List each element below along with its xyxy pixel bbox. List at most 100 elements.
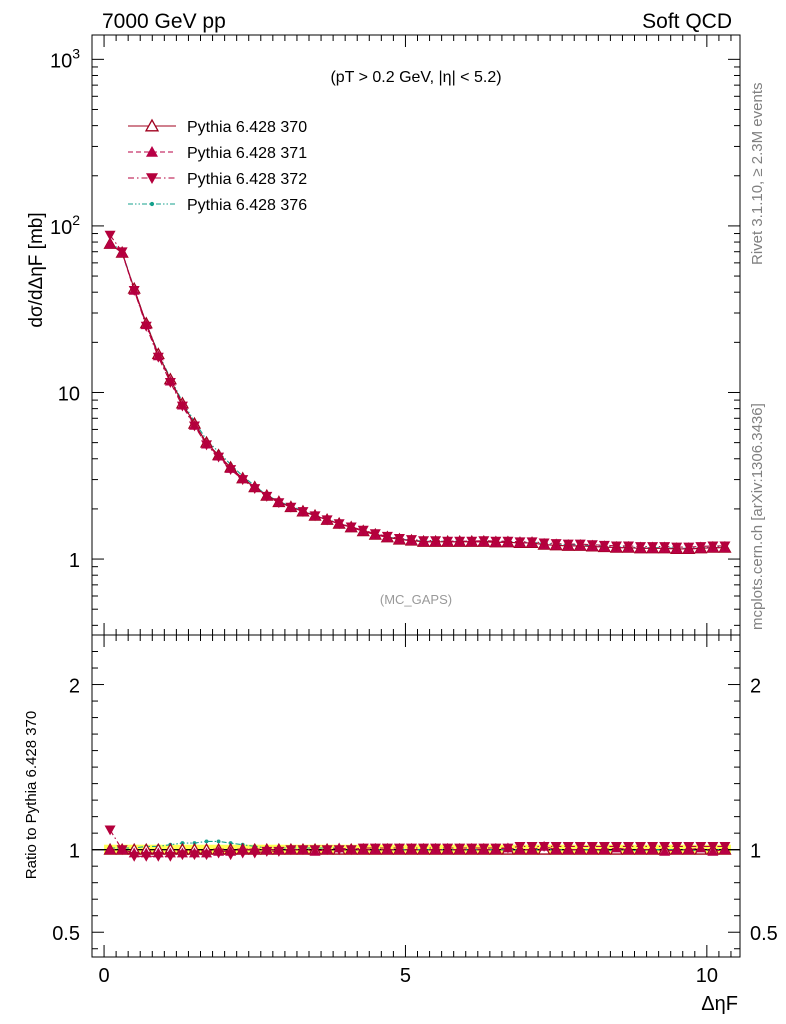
ratio-point	[562, 841, 574, 852]
ratio-y-tick-label-left: 2	[69, 676, 80, 698]
ratio-point	[369, 843, 381, 854]
data-point	[249, 484, 261, 495]
data-point	[490, 536, 502, 547]
data-point	[393, 534, 405, 544]
legend-label: Pythia 6.428 371	[187, 145, 307, 162]
ratio-point	[333, 845, 345, 856]
ratio-point	[405, 843, 417, 854]
data-point	[201, 440, 213, 451]
ratio-point	[237, 848, 249, 859]
legend-label: Pythia 6.428 370	[187, 119, 307, 136]
ratio-y-tick-label-left: 1	[69, 841, 80, 863]
ratio-point	[538, 841, 550, 852]
ratio-point	[502, 843, 514, 854]
x-tick-label: 10	[696, 965, 718, 987]
ratio-point	[225, 850, 237, 861]
ratio-point	[622, 841, 634, 852]
analysis-label: (MC_GAPS)	[380, 592, 452, 607]
data-point	[622, 541, 634, 552]
ratio-point	[176, 850, 188, 861]
data-point	[405, 535, 417, 546]
data-point	[719, 541, 731, 552]
ratio-point	[116, 845, 128, 856]
category-label: Soft QCD	[642, 10, 732, 33]
data-point	[526, 537, 538, 548]
ratio-point	[586, 841, 598, 852]
ratio-point	[309, 845, 321, 856]
data-point	[261, 491, 273, 502]
ratio-y-tick-label-right: 0.5	[750, 923, 778, 945]
main-panel: 1 10 102 103 dσ/dΔηF [mb] (pT > 0.2 GeV, |η…	[26, 34, 741, 636]
data-point	[188, 421, 200, 432]
y-tick-label: 103	[50, 45, 80, 72]
main-axis-ticks: 1 10 102 103	[50, 35, 740, 635]
ratio-point	[683, 841, 695, 852]
data-point	[357, 525, 369, 536]
ratio-point	[249, 848, 261, 859]
x-tick-label: 5	[400, 965, 411, 987]
data-point	[430, 536, 442, 547]
ratio-point	[635, 841, 647, 852]
x-tick-label: 0	[98, 965, 109, 987]
ratio-point	[261, 846, 273, 857]
mcplots-label: mcplots.cern.ch [arXiv:1306.3436]	[749, 403, 766, 630]
ratio-point	[204, 839, 209, 844]
ratio-point	[321, 845, 333, 856]
data-point	[104, 238, 116, 249]
data-point	[478, 536, 490, 547]
data-point	[140, 321, 152, 332]
legend-label: Pythia 6.428 376	[187, 197, 307, 214]
data-point	[176, 401, 188, 412]
ratio-point	[707, 841, 719, 852]
data-point	[574, 539, 586, 550]
ratio-point	[478, 843, 490, 854]
data-point	[586, 540, 598, 551]
ratio-point	[598, 841, 610, 852]
legend-marker	[146, 173, 158, 184]
ratio-point	[430, 843, 442, 854]
ratio-point	[526, 841, 538, 852]
data-point	[164, 377, 176, 388]
ratio-point	[671, 841, 683, 852]
ratio-point	[695, 841, 707, 852]
legend-marker	[146, 146, 158, 157]
ratio-frame	[91, 634, 741, 958]
data-point	[671, 542, 683, 553]
data-point	[659, 542, 671, 552]
ratio-point	[201, 850, 213, 861]
data-point	[285, 502, 297, 513]
data-point	[514, 537, 526, 548]
data-point	[273, 498, 285, 509]
ratio-point	[285, 845, 297, 856]
ratio-point	[514, 841, 526, 852]
ratio-point	[216, 839, 221, 844]
series-line-1	[109, 243, 725, 550]
data-point	[381, 531, 393, 542]
ratio-point	[442, 843, 454, 854]
data-point	[333, 519, 345, 530]
ratio-point	[550, 841, 562, 852]
ratio-point	[719, 841, 731, 852]
series-line-2	[109, 243, 725, 550]
main-series-layer	[103, 230, 732, 554]
data-point	[550, 539, 562, 549]
data-point	[538, 538, 550, 549]
data-point	[454, 536, 466, 547]
ratio-axis-ticks: 0.5 0.5 1 1 2 2 0 5 10	[52, 635, 778, 987]
energy-label: 7000 GeV pp	[102, 10, 226, 33]
data-point	[610, 541, 622, 552]
data-point	[562, 539, 574, 550]
data-point	[152, 352, 164, 363]
ratio-point	[418, 843, 430, 854]
ratio-panel: 0.5 0.5 1 1 2 2 0 5 10 Ratio to Pythia 6.428 370…	[23, 634, 778, 1015]
data-point	[297, 507, 309, 517]
ratio-point	[574, 841, 586, 852]
ratio-y-tick-label-right: 1	[750, 841, 761, 863]
legend-marker	[149, 201, 155, 207]
ratio-point	[188, 850, 200, 861]
data-point	[213, 452, 225, 463]
ratio-point	[381, 843, 393, 854]
ratio-y-tick-label-right: 2	[750, 676, 761, 698]
ratio-point	[213, 848, 225, 859]
